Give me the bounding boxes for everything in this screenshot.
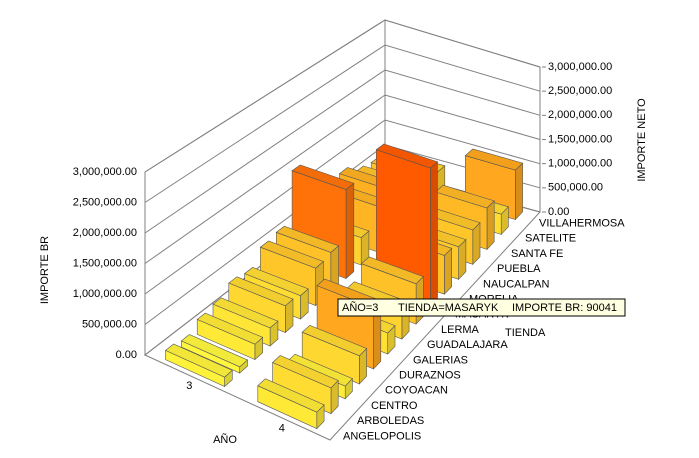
y2-tick-label: 1,000,000.00 [548, 158, 612, 170]
bar-top [272, 355, 339, 389]
bar [196, 312, 264, 361]
z-tick-label: LERMA [441, 324, 480, 336]
x-tick-label: 4 [279, 423, 285, 435]
tooltip-text: AÑO=3 [342, 301, 378, 314]
bar [180, 334, 249, 374]
y2-axis-title: IMPORTE NETO [636, 98, 648, 182]
y-tick-label: 500,000.00 [82, 318, 137, 330]
bar-side [444, 247, 453, 295]
y-tick-label: 1,500,000.00 [73, 257, 137, 269]
y-tick-label: 2,500,000.00 [73, 196, 137, 208]
bar-top [228, 276, 294, 307]
y-axis-title: IMPORTE BR [39, 236, 51, 304]
bar-top [375, 143, 439, 169]
bar [164, 343, 233, 388]
bars [164, 143, 524, 430]
bar-side [486, 200, 495, 251]
grid-line [144, 119, 541, 295]
grid-line [144, 69, 541, 234]
z-tick-label: SANTA FE [511, 248, 563, 260]
bar-top [243, 267, 309, 296]
z-axis-title: TIENDA [505, 327, 546, 339]
bar-top [257, 378, 325, 413]
bar [272, 355, 339, 415]
grid-line [144, 94, 541, 264]
y-tick-label: 0.00 [116, 349, 137, 361]
bar-side [345, 182, 355, 280]
bar [212, 297, 279, 347]
bar [257, 378, 325, 430]
tooltip-text: TIENDA=MASARYK [398, 302, 499, 314]
bar-top [259, 240, 324, 269]
z-tick-label: GALERIAS [413, 354, 468, 366]
y2-tick-label: 3,000,000.00 [548, 61, 612, 73]
y-tick-label: 2,000,000.00 [73, 227, 137, 239]
bar-top [164, 343, 233, 378]
labels: IMPORTE BR IMPORTE NETO AÑO TIENDA 0.00 5… [39, 61, 648, 446]
bar [301, 324, 368, 385]
bar-top [196, 312, 264, 345]
z-tick-label: SATELITE [525, 233, 576, 245]
bar-side [429, 161, 438, 310]
grid-line [144, 44, 541, 203]
bar-side [514, 162, 523, 221]
bar-top [180, 334, 249, 368]
bar-top [435, 184, 495, 209]
y2-tick-label: 500,000.00 [548, 182, 603, 194]
y2-tick-label: 0.00 [548, 206, 569, 218]
tooltip: AÑO=3 TIENDA=MASARYK IMPORTE BR: 90041 [337, 298, 626, 317]
y2-tick-label: 2,500,000.00 [548, 85, 612, 97]
x-tick-label: 3 [186, 380, 192, 392]
z-tick-label: ANGELOPOLIS [343, 430, 421, 442]
tooltip-text: IMPORTE BR: 90041 [512, 302, 617, 314]
z-tick-label: VILLAHERMOSA [539, 218, 625, 230]
bar-top [291, 164, 355, 190]
y2-tick-label: 2,000,000.00 [548, 109, 612, 121]
grid-line [144, 19, 541, 173]
bar-top [212, 297, 279, 329]
x-axis-title: AÑO [213, 433, 237, 446]
z-tick-label: NAUCALPAN [483, 278, 549, 290]
bar-top [275, 225, 340, 253]
y-tick-label: 3,000,000.00 [73, 166, 137, 178]
y2-tick-label: 1,500,000.00 [548, 133, 612, 145]
bar-top [464, 148, 524, 171]
z-tick-label: CENTRO [371, 400, 418, 412]
z-tick-label: COYOACAN [385, 385, 448, 397]
z-tick-label: GUADALAJARA [427, 339, 508, 351]
z-tick-label: DURAZNOS [399, 370, 461, 382]
z-tick-label: PUEBLA [497, 263, 541, 275]
tooltip-box [337, 298, 626, 317]
y-tick-label: 1,000,000.00 [73, 288, 137, 300]
bar-top [360, 256, 424, 285]
z-tick-label: ARBOLEDAS [357, 415, 424, 427]
bar-top [301, 324, 368, 357]
